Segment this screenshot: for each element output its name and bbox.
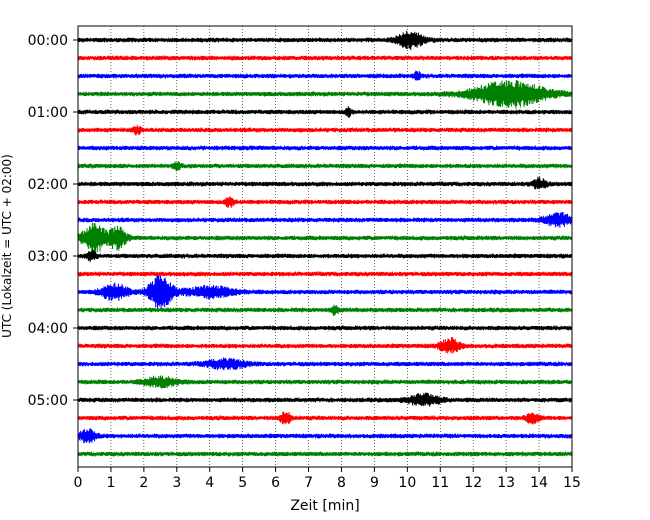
trace-row-0415	[77, 337, 573, 354]
trace-row-0200	[77, 176, 573, 190]
trace-row-0500	[77, 392, 573, 407]
trace-row-0430	[77, 357, 573, 371]
y-axis-title: UTC (Lokalzeit = UTC + 02:00)	[0, 154, 14, 338]
x-axis-title: Zeit [min]	[290, 498, 359, 514]
x-tick-label: 14	[530, 475, 548, 491]
trace-row-0000	[77, 30, 573, 50]
trace-row-0100	[77, 106, 573, 118]
x-tick-label: 2	[139, 475, 148, 491]
y-tick-label: 00:00	[28, 33, 68, 49]
x-tick-label: 3	[172, 475, 181, 491]
trace-row-0400	[77, 325, 573, 331]
trace-row-0330	[77, 275, 573, 310]
trace-row-0230	[77, 211, 573, 228]
y-tick-label: 02:00	[28, 177, 68, 193]
x-tick-label: 4	[205, 475, 214, 491]
trace-row-0045	[77, 80, 573, 109]
plot-frame	[77, 25, 573, 468]
trace-row-0030	[77, 70, 573, 81]
trace-row-0215	[77, 196, 573, 208]
x-tick-label: 1	[106, 475, 115, 491]
y-tick-label: 04:00	[28, 321, 68, 337]
x-tick-label: 9	[370, 475, 379, 491]
x-tick-label: 10	[398, 475, 416, 491]
x-tick-label: 5	[238, 475, 247, 491]
y-tick-label: 01:00	[28, 105, 68, 121]
trace-row-0300	[77, 249, 573, 263]
trace-row-0345	[77, 304, 573, 316]
trace-row-0530	[77, 428, 573, 444]
x-tick-label: 15	[563, 475, 581, 491]
x-tick-label: 11	[431, 475, 449, 491]
trace-row-0115	[77, 125, 573, 136]
trace-row-0145	[77, 161, 573, 172]
y-tick-label: 05:00	[28, 393, 68, 409]
x-axis-ticks: 0 1 2 3 4 5 6 7 8 9 10 11 12 13 14 15	[74, 467, 581, 491]
y-axis-ticks: 00:00 01:00 02:00 03:00 04:00 05:00	[28, 33, 78, 409]
trace-row-0315	[77, 271, 573, 277]
trace-layer	[77, 30, 573, 457]
trace-row-0245	[77, 222, 573, 254]
x-tick-label: 0	[74, 475, 83, 491]
trace-row-0545	[77, 451, 573, 457]
y-tick-label: 03:00	[28, 249, 68, 265]
x-tick-label: 8	[337, 475, 346, 491]
trace-row-0015	[77, 55, 573, 61]
trace-row-0445	[77, 375, 573, 389]
x-tick-label: 12	[464, 475, 482, 491]
x-tick-label: 7	[304, 475, 313, 491]
x-tick-label: 13	[497, 475, 515, 491]
trace-row-0130	[77, 145, 573, 151]
trace-row-0515	[77, 411, 573, 425]
x-tick-label: 6	[271, 475, 280, 491]
